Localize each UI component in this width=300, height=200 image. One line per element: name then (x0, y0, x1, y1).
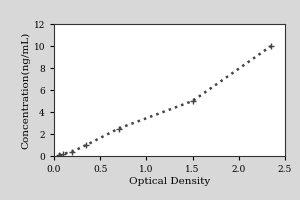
Y-axis label: Concentration(ng/mL): Concentration(ng/mL) (22, 31, 31, 149)
X-axis label: Optical Density: Optical Density (129, 177, 210, 186)
